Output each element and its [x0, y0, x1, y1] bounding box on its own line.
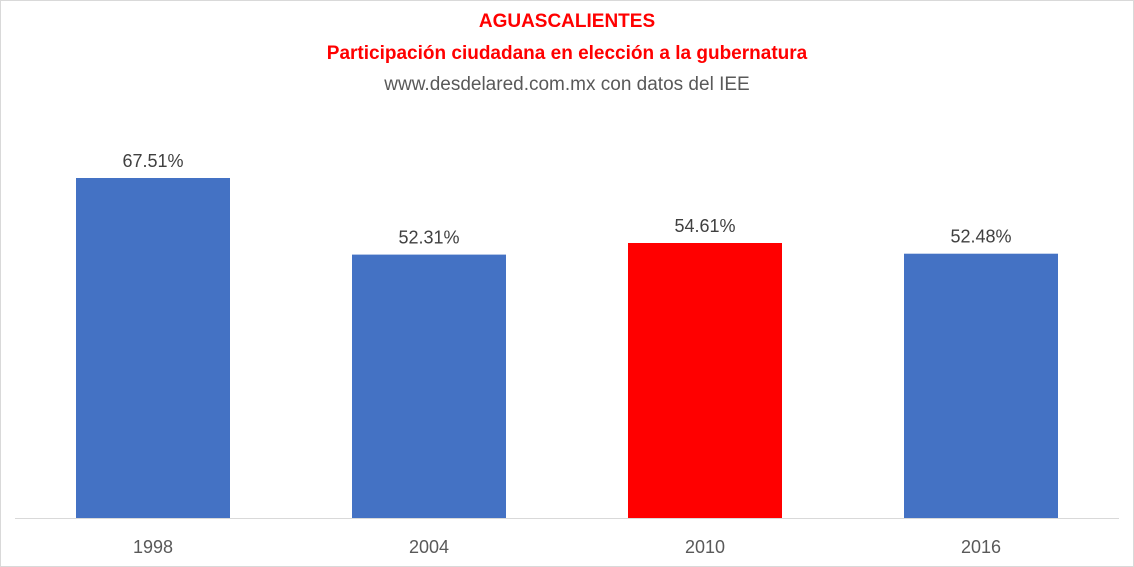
data-label-2010: 54.61% [674, 216, 735, 236]
chart-title: AGUASCALIENTES [478, 11, 656, 32]
data-label-2004: 52.31% [398, 228, 459, 248]
bar-1998 [76, 178, 230, 518]
bar-2016 [904, 253, 1058, 518]
chart-source: www.desdelared.com.mx con datos del IEE [384, 74, 750, 95]
chart-subtitle: Participación ciudadana en elección a la… [326, 43, 808, 64]
x-tick-label-2004: 2004 [409, 537, 449, 557]
x-tick-label-2016: 2016 [961, 537, 1001, 557]
data-label-1998: 67.51% [122, 151, 183, 171]
bar-2010 [628, 243, 782, 518]
data-label-2016: 52.48% [950, 227, 1011, 247]
bar-2004 [352, 254, 506, 518]
x-tick-label-2010: 2010 [685, 537, 725, 557]
x-tick-label-1998: 1998 [133, 537, 173, 557]
